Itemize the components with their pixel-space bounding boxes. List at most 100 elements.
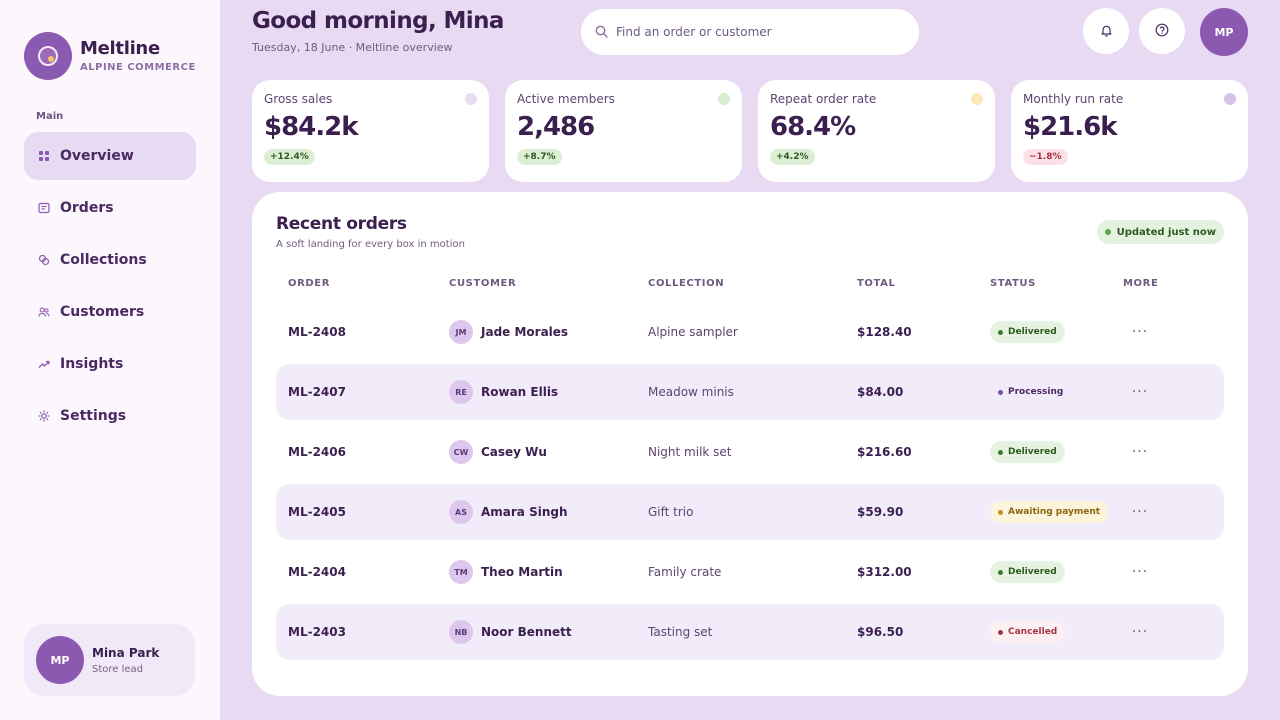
sidebar-item-overview[interactable]: Overview	[24, 132, 196, 180]
collection-name: Night milk set	[648, 445, 732, 459]
bell-icon	[1100, 22, 1113, 41]
brand-name: Meltline	[80, 38, 160, 59]
more-button[interactable]: ···	[1131, 604, 1149, 660]
status-label: Cancelled	[1008, 627, 1058, 637]
customer-cell: TM Theo Martin	[449, 544, 563, 600]
sidebar: Meltline ALPINE COMMERCE Main Overview O…	[0, 0, 220, 720]
order-id: ML-2403	[288, 625, 346, 639]
customer-avatar: AS	[449, 500, 473, 524]
status-badge: Processing	[990, 381, 1071, 403]
sidebar-item-label: Customers	[60, 304, 145, 320]
column-header-total: TOTAL	[857, 278, 896, 289]
customer-avatar: NB	[449, 620, 473, 644]
grid-icon	[38, 150, 50, 162]
column-header-order: ORDER	[288, 278, 331, 289]
table-row[interactable]: ML-2407 RE Rowan Ellis Meadow minis $84.0…	[276, 364, 1224, 420]
more-button[interactable]: ···	[1131, 484, 1149, 540]
sidebar-item-orders[interactable]: Orders	[24, 184, 196, 232]
status-label: Awaiting payment	[1008, 507, 1101, 517]
status-cell: Delivered	[990, 424, 1065, 480]
order-id: ML-2408	[288, 325, 346, 339]
search-input[interactable]	[616, 25, 896, 39]
updated-badge: Updated just now	[1096, 220, 1224, 244]
customer-name: Casey Wu	[481, 445, 547, 459]
collection-name: Gift trio	[648, 505, 694, 519]
sidebar-item-settings[interactable]: Settings	[24, 392, 196, 440]
sidebar-item-label: Settings	[60, 408, 127, 424]
kpi-delta-badge: −1.8%	[1023, 149, 1068, 165]
help-icon	[1155, 22, 1169, 41]
collection-name: Meadow minis	[648, 385, 734, 399]
more-button[interactable]: ···	[1131, 544, 1149, 600]
more-button[interactable]: ···	[1131, 304, 1149, 360]
avatar: MP	[36, 636, 84, 684]
status-cell: Delivered	[990, 544, 1065, 600]
receipt-icon	[38, 202, 50, 214]
customer-avatar: TM	[449, 560, 473, 584]
column-header-more: MORE	[1123, 278, 1159, 289]
help-button[interactable]	[1139, 8, 1185, 54]
sidebar-item-insights[interactable]: Insights	[24, 340, 196, 388]
status-dot-icon	[998, 389, 1003, 395]
status-badge: Awaiting payment	[990, 501, 1109, 523]
search-bar[interactable]	[581, 9, 919, 55]
nav-section-label: Main	[36, 111, 64, 122]
more-horizontal-icon: ···	[1131, 504, 1149, 520]
status-label: Delivered	[1008, 567, 1057, 577]
more-button[interactable]: ···	[1131, 364, 1149, 420]
more-button[interactable]: ···	[1131, 424, 1149, 480]
order-total: $84.00	[857, 385, 904, 399]
order-total: $59.90	[857, 505, 904, 519]
column-header-collection: COLLECTION	[648, 278, 725, 289]
order-total: $312.00	[857, 565, 912, 579]
kpi-label: Active members	[517, 92, 615, 106]
order-id: ML-2405	[288, 505, 346, 519]
customer-avatar: RE	[449, 380, 473, 404]
table-row[interactable]: ML-2408 JM Jade Morales Alpine sampler $1…	[276, 304, 1224, 360]
table-row[interactable]: ML-2405 AS Amara Singh Gift trio $59.90 A…	[276, 484, 1224, 540]
order-id: ML-2407	[288, 385, 346, 399]
orders-table: ML-2408 JM Jade Morales Alpine sampler $1…	[276, 304, 1224, 664]
order-total: $128.40	[857, 325, 912, 339]
kpi-label: Gross sales	[264, 92, 333, 106]
kpi-dot-icon	[718, 93, 730, 105]
table-row[interactable]: ML-2406 CW Casey Wu Night milk set $216.6…	[276, 424, 1224, 480]
kpi-card-gross-sales: Gross sales $84.2k +12.4%	[252, 80, 489, 182]
user-card[interactable]: MP Mina Park Store lead	[24, 624, 195, 696]
customer-name: Noor Bennett	[481, 625, 572, 639]
search-icon	[595, 23, 608, 42]
table-row[interactable]: ML-2404 TM Theo Martin Family crate $312.…	[276, 544, 1224, 600]
status-dot-icon	[998, 509, 1003, 515]
table-row[interactable]: ML-2403 NB Noor Bennett Tasting set $96.5…	[276, 604, 1224, 660]
brand[interactable]: Meltline ALPINE COMMERCE	[24, 32, 196, 80]
order-total: $96.50	[857, 625, 904, 639]
more-horizontal-icon: ···	[1131, 384, 1149, 400]
customer-cell: AS Amara Singh	[449, 484, 568, 540]
kpi-value: 68.4%	[770, 112, 856, 142]
sidebar-nav: Overview Orders Collections Customers In…	[24, 132, 196, 444]
live-dot-icon	[1104, 229, 1111, 235]
profile-avatar-button[interactable]: MP	[1200, 8, 1248, 56]
sidebar-item-label: Overview	[60, 148, 134, 164]
notifications-button[interactable]	[1083, 8, 1129, 54]
panel-title: Recent orders	[276, 214, 407, 234]
kpi-delta-badge: +12.4%	[264, 149, 315, 165]
status-label: Delivered	[1008, 327, 1057, 337]
customer-avatar: CW	[449, 440, 473, 464]
customer-cell: CW Casey Wu	[449, 424, 547, 480]
kpi-value: $21.6k	[1023, 112, 1118, 142]
sidebar-item-collections[interactable]: Collections	[24, 236, 196, 284]
collection-name: Family crate	[648, 565, 722, 579]
customer-cell: NB Noor Bennett	[449, 604, 572, 660]
collections-icon	[38, 254, 50, 266]
customer-cell: RE Rowan Ellis	[449, 364, 558, 420]
status-label: Processing	[1008, 387, 1064, 397]
sidebar-item-customers[interactable]: Customers	[24, 288, 196, 336]
updated-label: Updated just now	[1116, 226, 1216, 238]
status-cell: Cancelled	[990, 604, 1066, 660]
table-header: ORDER CUSTOMER COLLECTION TOTAL STATUS M…	[276, 278, 1224, 292]
brand-subtitle: ALPINE COMMERCE	[80, 62, 196, 73]
kpi-dot-icon	[465, 93, 477, 105]
customer-avatar: JM	[449, 320, 473, 344]
brand-logo-icon	[24, 32, 72, 80]
